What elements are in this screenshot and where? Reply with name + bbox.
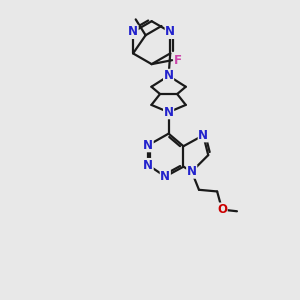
Text: N: N [160, 170, 170, 183]
Text: N: N [187, 165, 197, 178]
Text: N: N [165, 26, 175, 38]
Text: N: N [164, 69, 174, 82]
Text: N: N [164, 106, 174, 119]
Text: N: N [143, 158, 153, 172]
Text: N: N [143, 139, 153, 152]
Text: O: O [217, 203, 227, 216]
Text: N: N [198, 129, 208, 142]
Text: N: N [128, 26, 138, 38]
Text: F: F [174, 54, 182, 67]
